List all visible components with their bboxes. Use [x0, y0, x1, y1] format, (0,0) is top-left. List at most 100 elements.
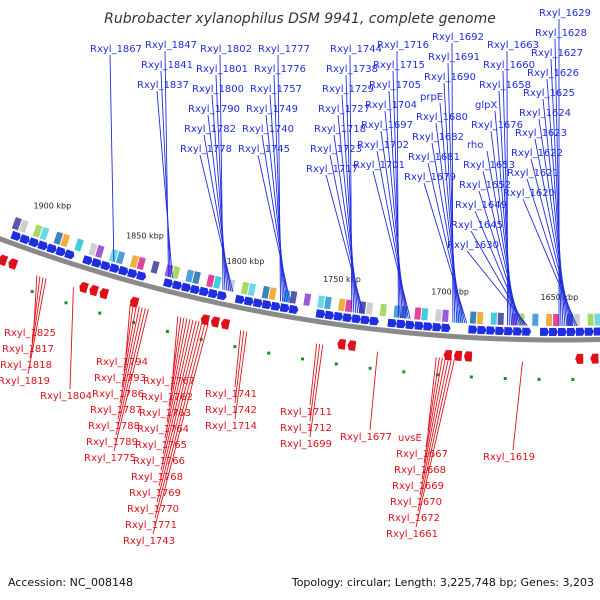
reverse-leader-line — [69, 287, 74, 390]
forward-gene-arrow — [360, 315, 370, 325]
forward-gene-label: Rxyl_1847 — [145, 40, 197, 51]
gc-mark — [301, 357, 304, 361]
reverse-leader-line — [27, 278, 47, 375]
forward-gene-arrow — [575, 327, 585, 336]
forward-gene-arrow — [522, 327, 532, 336]
reverse-gene-arrow — [221, 318, 231, 330]
forward-gene-arrow — [324, 310, 335, 320]
reverse-gene-label: Rxyl_1714 — [205, 421, 257, 432]
forward-gene-arrow — [423, 322, 433, 331]
reverse-leader-line — [309, 344, 321, 422]
forward-gene-label: Rxyl_1676 — [471, 120, 523, 131]
forward-gene-arrow — [584, 327, 594, 336]
reverse-gene-label: Rxyl_1742 — [205, 405, 257, 416]
gc-mark — [30, 290, 34, 294]
feature-band — [60, 233, 71, 248]
forward-gene-arrow — [270, 301, 281, 311]
forward-leader-line — [554, 38, 562, 327]
gene-labels: Rxyl_1867 Rxyl_1847Rxyl_1841Rxyl_1837Rxyl… — [0, 8, 591, 547]
accession-text: Accession: NC_008148 — [8, 576, 133, 589]
forward-gene-label: Rxyl_1718 — [314, 124, 366, 135]
forward-leader-line — [470, 230, 526, 326]
reverse-leader-line — [415, 358, 456, 528]
forward-gene-label: Rxyl_1841 — [141, 60, 193, 71]
forward-gene-label: Rxyl_1682 — [412, 132, 464, 143]
forward-gene-arrow — [261, 300, 272, 310]
reverse-leader-line — [172, 316, 179, 375]
forward-gene-arrow — [64, 249, 75, 260]
reverse-gene-label: Rxyl_1699 — [280, 439, 332, 450]
forward-leader-line — [466, 250, 528, 326]
forward-gene-label: Rxyl_1658 — [479, 80, 531, 91]
forward-gene-label: Rxyl_1629 — [539, 8, 591, 19]
feature-band — [379, 303, 387, 317]
kbp-tick-label: 1900 kbp — [34, 202, 72, 211]
reverse-leader-line — [113, 308, 149, 452]
forward-gene-arrow — [369, 316, 379, 326]
forward-gene-arrow — [46, 243, 57, 254]
forward-gene-label: Rxyl_1652 — [459, 180, 511, 191]
forward-leader-line — [160, 70, 171, 278]
forward-gene-label: Rxyl_1680 — [416, 112, 468, 123]
reverse-leader-line — [158, 321, 200, 487]
forward-gene-arrow — [189, 284, 200, 295]
forward-gene-arrow — [163, 278, 173, 288]
gc-mark — [64, 301, 68, 305]
feature-band — [358, 301, 367, 314]
forward-leader-line — [109, 54, 115, 263]
reverse-leader-line — [512, 361, 523, 451]
kbp-tick-label: 1700 kbp — [431, 288, 469, 297]
forward-gene-arrow — [549, 328, 558, 336]
feature-band — [53, 231, 64, 245]
forward-gene-arrow — [593, 327, 600, 336]
feature-band — [95, 244, 105, 259]
gc-mark — [503, 377, 507, 380]
reverse-gene-label: Rxyl_1793 — [94, 373, 146, 384]
forward-gene-arrow — [198, 286, 209, 297]
gc-mark — [469, 375, 473, 379]
gc-mark — [571, 378, 575, 381]
reverse-leader-line — [31, 276, 41, 343]
forward-gene-label: Rxyl_1723 — [310, 144, 362, 155]
feature-band — [587, 313, 594, 326]
feature-band — [185, 269, 194, 283]
forward-gene-arrow — [333, 311, 344, 321]
reverse-gene-label: Rxyl_1771 — [125, 520, 177, 531]
reverse-gene-arrow — [210, 316, 221, 328]
reverse-gene-label: Rxyl_1672 — [388, 513, 440, 524]
forward-gene-label: Rxyl_1626 — [527, 68, 579, 79]
forward-gene-label: Rxyl_1715 — [373, 60, 425, 71]
feature-band — [11, 217, 22, 231]
reverse-gene-arrow — [463, 351, 473, 362]
forward-gene-arrow — [10, 230, 21, 241]
forward-gene-arrow — [82, 255, 93, 265]
reverse-leader-line — [421, 357, 446, 480]
forward-gene-arrow — [405, 320, 415, 330]
forward-gene-label: Rxyl_1802 — [200, 44, 252, 55]
forward-gene-arrow — [216, 290, 227, 301]
forward-leader-line — [447, 62, 456, 323]
forward-gene-label: Rxyl_1660 — [483, 60, 535, 71]
reverse-gene-label: Rxyl_1669 — [392, 481, 444, 492]
forward-gene-label: Rxyl_1782 — [184, 124, 236, 135]
reverse-gene-label: Rxyl_1768 — [131, 472, 183, 483]
feature-band — [365, 302, 374, 315]
forward-gene-arrow — [127, 268, 138, 279]
figure-title: Rubrobacter xylanophilus DSM 9941, compl… — [104, 11, 496, 27]
feature-bands — [11, 217, 600, 326]
reverse-gene-label: Rxyl_1804 — [40, 391, 92, 402]
forward-gene-arrow — [432, 322, 442, 332]
gc-mark — [98, 311, 102, 315]
forward-gene-label: Rxyl_1702 — [357, 140, 409, 151]
forward-gene-arrow — [252, 298, 263, 308]
forward-gene-label: Rxyl_1744 — [330, 44, 382, 55]
feature-band — [247, 283, 256, 297]
feature-band — [421, 308, 429, 321]
reverse-gene-label: uvsE — [398, 433, 422, 444]
feature-band — [206, 274, 215, 288]
reverse-leader-line — [164, 319, 191, 439]
forward-gene-label: Rxyl_1704 — [365, 100, 417, 111]
gc-mark — [334, 362, 338, 366]
kbp-tick-label: 1800 kbp — [227, 257, 265, 266]
forward-gene-label: Rxyl_1645 — [451, 220, 503, 231]
